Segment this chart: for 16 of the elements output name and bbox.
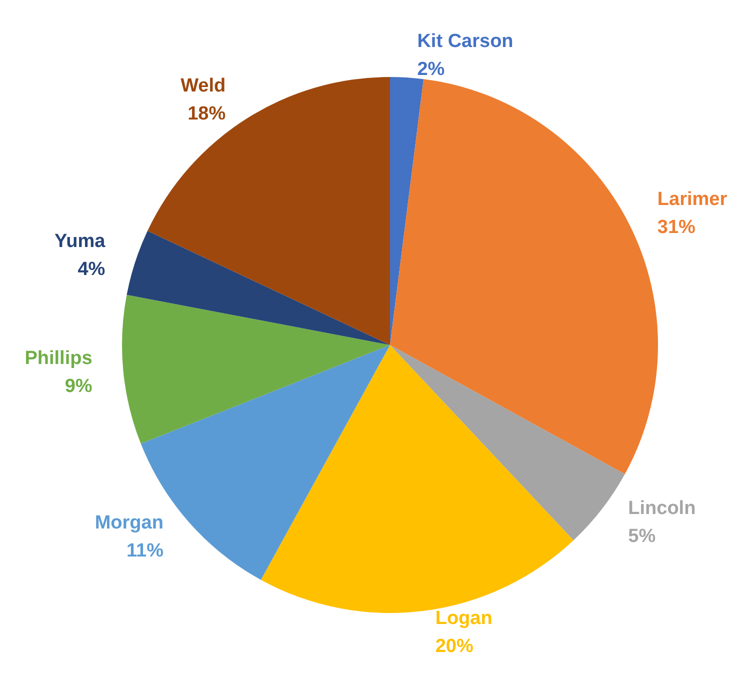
data-label: 18% — [188, 104, 226, 125]
slice-label: Logan — [435, 608, 492, 630]
data-label: 9% — [64, 376, 92, 397]
data-label: 11% — [126, 540, 164, 562]
slice-label: Lincoln — [628, 498, 696, 520]
data-label: 20% — [435, 636, 474, 658]
data-label: 31% — [657, 216, 696, 238]
data-label: 4% — [78, 258, 106, 280]
data-label: 2% — [417, 59, 445, 80]
data-label: 5% — [628, 526, 656, 548]
slice-label: Larimer — [657, 188, 728, 210]
slice-label: Morgan — [94, 512, 164, 534]
slice-label: Kit Carson — [417, 31, 514, 52]
slice-label: Yuma — [54, 230, 106, 252]
slice-label: Weld — [180, 76, 226, 97]
slice-label: Phillips — [24, 348, 92, 369]
